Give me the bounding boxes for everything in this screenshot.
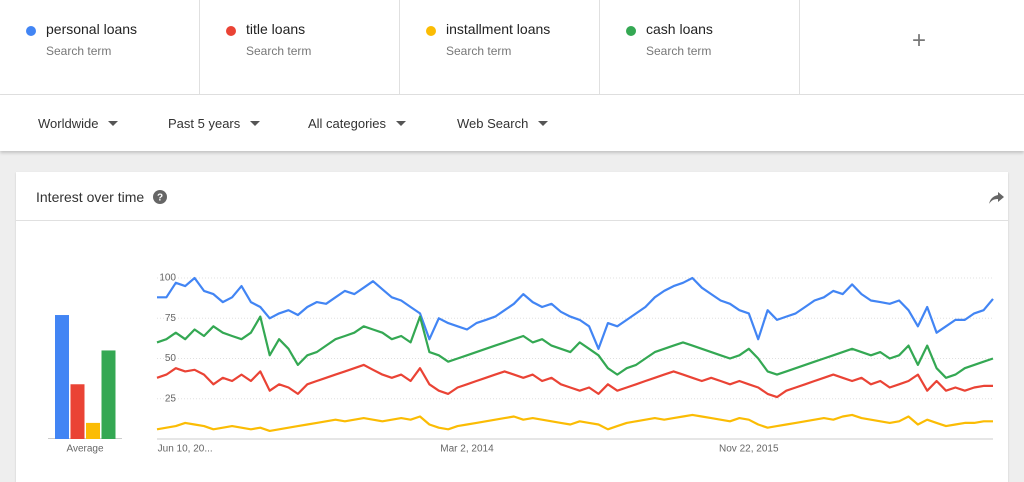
filter-dropdown[interactable]: All categories bbox=[308, 116, 406, 131]
y-tick-label: 100 bbox=[159, 273, 176, 284]
share-icon[interactable] bbox=[986, 186, 1010, 210]
search-term[interactable]: personal loans Search term bbox=[0, 0, 200, 94]
average-bar bbox=[86, 422, 100, 439]
average-bar bbox=[101, 350, 116, 439]
trend-line bbox=[156, 413, 993, 432]
term-subtitle: Search term bbox=[46, 44, 112, 58]
average-bar bbox=[55, 315, 69, 439]
search-term[interactable]: installment loans Search term bbox=[400, 0, 600, 94]
filter-bar: Worldwide Past 5 years All categories Web S… bbox=[0, 95, 1024, 151]
x-tick-label: Nov 22, 2015 bbox=[719, 444, 779, 455]
page: personal loans Search term title loans Sear… bbox=[0, 0, 1024, 469]
divider bbox=[16, 220, 1008, 221]
term-name: title loans bbox=[246, 21, 306, 37]
y-tick-label: 25 bbox=[165, 393, 177, 404]
filter-dropdown[interactable]: Web Search bbox=[457, 116, 548, 131]
legend-dot bbox=[26, 26, 36, 36]
legend-dot bbox=[226, 26, 236, 36]
search-term[interactable]: cash loans Search term bbox=[600, 0, 800, 94]
term-name: cash loans bbox=[646, 21, 713, 37]
chart: Average 25 50 75 100 Jun 10, 20... Mar 2, 2014… bbox=[48, 273, 994, 455]
x-axis-label: Average bbox=[66, 444, 104, 455]
trend-line bbox=[157, 276, 994, 350]
add-term-button[interactable]: + bbox=[912, 27, 927, 54]
svg-text:?: ? bbox=[157, 193, 163, 204]
filter-dropdown[interactable]: Past 5 years bbox=[168, 116, 260, 131]
search-term[interactable]: title loans Search term bbox=[200, 0, 400, 94]
term-name: personal loans bbox=[46, 21, 138, 37]
card: Interest over time ? bbox=[16, 172, 1008, 482]
term-subtitle: Search term bbox=[446, 44, 512, 58]
filter-dropdown[interactable]: Worldwide bbox=[38, 116, 118, 131]
help-icon[interactable]: ? bbox=[152, 186, 176, 210]
trend-line bbox=[156, 315, 994, 379]
x-tick-label: Mar 2, 2014 bbox=[440, 444, 494, 455]
y-tick-label: 75 bbox=[165, 313, 177, 324]
legend-dot bbox=[426, 26, 436, 36]
average-bar bbox=[70, 384, 85, 439]
x-tick-label: Jun 10, 20... bbox=[158, 444, 213, 455]
card-title: Interest over time bbox=[36, 189, 145, 205]
term-subtitle: Search term bbox=[646, 44, 712, 58]
term-name: installment loans bbox=[446, 21, 551, 37]
header: personal loans Search term title loans Sear… bbox=[0, 0, 1024, 95]
trend-line bbox=[156, 363, 993, 399]
legend-dot bbox=[626, 26, 636, 36]
y-tick-label: 50 bbox=[165, 353, 177, 364]
term-subtitle: Search term bbox=[246, 44, 312, 58]
